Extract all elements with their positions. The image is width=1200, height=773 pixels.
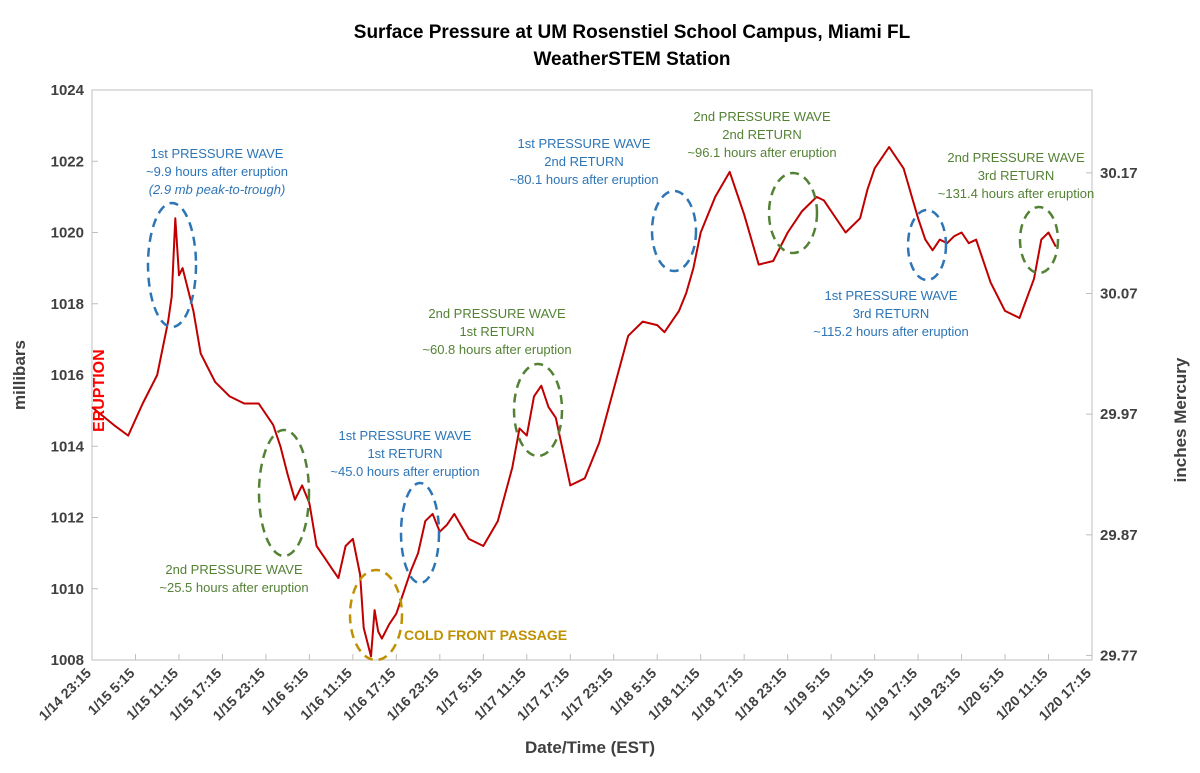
x-tick-label: 1/14 23:15 (35, 665, 94, 724)
annotation-line: ~131.4 hours after eruption (938, 186, 1094, 201)
y2-axis-title: inches Mercury (1171, 357, 1190, 482)
ellipse-2nd-wave-2nd-return (767, 171, 819, 255)
annotation-line: ~60.8 hours after eruption (422, 342, 571, 357)
ellipse-2nd-wave (257, 428, 311, 558)
annotation-line: 1st RETURN (459, 324, 534, 339)
x-axis-title: Date/Time (EST) (525, 738, 655, 757)
y-tick-label: 1020 (51, 225, 84, 242)
annotation-line: ~80.1 hours after eruption (509, 172, 658, 187)
annotation-line: 2nd PRESSURE WAVE (428, 306, 566, 321)
y-tick-label: 1018 (51, 296, 84, 313)
y-axis-ticks: 1008 1010 1012 1014 1016 1018 1020 1022 1024 (51, 82, 98, 669)
annotation-line: 2nd PRESSURE WAVE (947, 150, 1085, 165)
ellipse-cold-front (348, 568, 404, 662)
chart-subtitle: WeatherSTEM Station (533, 49, 730, 70)
annotation-2nd-wave-3rd-return: 2nd PRESSURE WAVE 3rd RETURN ~131.4 hour… (938, 150, 1094, 201)
annotation-line: 2nd PRESSURE WAVE (693, 109, 831, 124)
ellipse-1st-wave-2nd-return (650, 189, 698, 273)
annotation-line: ~115.2 hours after eruption (813, 324, 969, 339)
y-tick-label: 1022 (51, 153, 84, 170)
annotation-line: 1st PRESSURE WAVE (151, 146, 284, 161)
annotation-line: 1st PRESSURE WAVE (825, 288, 958, 303)
y2-tick-label: 30.17 (1100, 165, 1138, 182)
ellipse-2nd-wave-3rd-return (1018, 205, 1060, 275)
y-tick-label: 1012 (51, 510, 84, 527)
annotation-1st-wave-1st-return: 1st PRESSURE WAVE 1st RETURN ~45.0 hours… (330, 428, 479, 479)
eruption-label: ERUPTION (91, 349, 108, 432)
annotation-line: 1st RETURN (367, 446, 442, 461)
x-axis-ticks: 1/14 23:151/15 5:151/15 11:151/15 17:151… (35, 654, 1094, 723)
annotation-line: 2nd RETURN (544, 154, 623, 169)
ellipse-1st-wave-3rd-return (906, 208, 948, 282)
y2-tick-label: 29.77 (1100, 647, 1138, 664)
y-tick-label: 1014 (51, 438, 85, 455)
chart-title: Surface Pressure at UM Rosenstiel School… (354, 22, 911, 43)
annotation-line: 2nd PRESSURE WAVE (165, 562, 303, 577)
ellipse-2nd-wave-1st-return (512, 362, 564, 458)
pressure-series-line (91, 146, 1057, 658)
y-tick-label: 1016 (51, 367, 84, 384)
y2-tick-label: 29.97 (1100, 406, 1138, 423)
highlight-ellipses (146, 171, 1060, 662)
annotation-line: ~96.1 hours after eruption (687, 145, 836, 160)
annotation-line: ~9.9 hours after eruption (146, 164, 288, 179)
y-tick-label: 1008 (51, 652, 84, 669)
annotation-1st-wave-3rd-return: 1st PRESSURE WAVE 3rd RETURN ~115.2 hour… (813, 288, 969, 339)
annotation-1st-wave-2nd-return: 1st PRESSURE WAVE 2nd RETURN ~80.1 hours… (509, 136, 658, 187)
annotation-line: (2.9 mb peak-to-trough) (149, 182, 286, 197)
annotation-line: 3rd RETURN (853, 306, 930, 321)
annotation-1st-wave: 1st PRESSURE WAVE ~9.9 hours after erupt… (146, 146, 288, 197)
y-axis-title: millibars (10, 340, 29, 410)
y2-axis-ticks: 29.77 29.87 29.97 30.07 30.17 (1086, 165, 1138, 664)
annotation-line: ~25.5 hours after eruption (159, 580, 308, 595)
annotation-cold-front: COLD FRONT PASSAGE (404, 627, 567, 643)
annotation-line: 1st PRESSURE WAVE (339, 428, 472, 443)
annotation-line: 2nd RETURN (722, 127, 801, 142)
annotation-line: 3rd RETURN (978, 168, 1055, 183)
series-layer (91, 146, 1057, 658)
annotation-line: ~45.0 hours after eruption (330, 464, 479, 479)
y-tick-label: 1024 (51, 82, 85, 99)
ellipse-1st-wave (146, 201, 198, 329)
y-tick-label: 1010 (51, 581, 84, 598)
annotation-2nd-wave: 2nd PRESSURE WAVE ~25.5 hours after erup… (159, 562, 308, 595)
y2-tick-label: 29.87 (1100, 527, 1138, 544)
annotation-2nd-wave-1st-return: 2nd PRESSURE WAVE 1st RETURN ~60.8 hours… (422, 306, 571, 357)
annotation-line: 1st PRESSURE WAVE (518, 136, 651, 151)
y2-tick-label: 30.07 (1100, 286, 1138, 303)
ellipse-1st-wave-1st-return (399, 481, 441, 585)
annotation-2nd-wave-2nd-return: 2nd PRESSURE WAVE 2nd RETURN ~96.1 hours… (687, 109, 836, 160)
